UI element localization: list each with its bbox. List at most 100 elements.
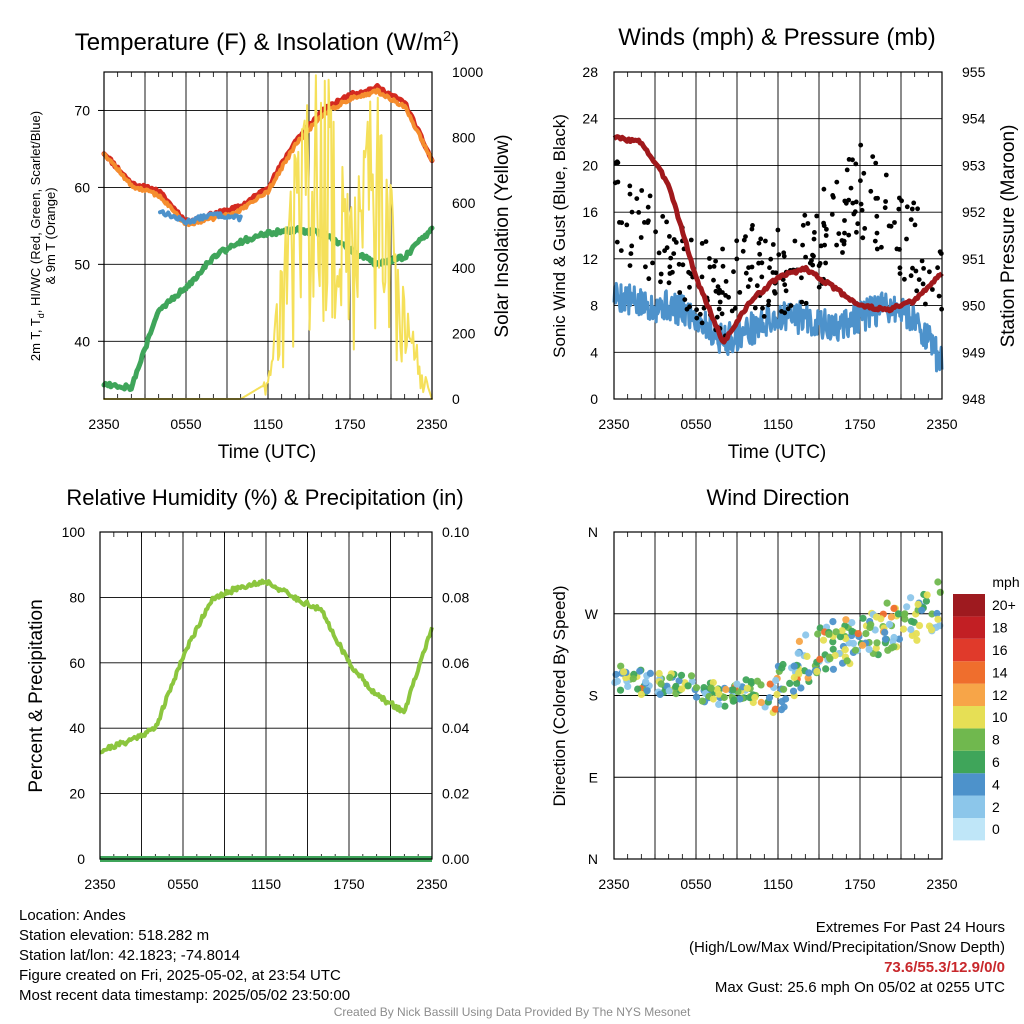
credit-line: Created By Nick Bassill Using Data Provi…	[333, 1005, 691, 1019]
wind-y-tick-label: 20	[582, 157, 598, 173]
temp-x-tick-label: 2350	[88, 416, 119, 432]
wind-gust-point	[802, 212, 808, 218]
wind-gust-point	[913, 268, 919, 274]
dir-point	[822, 665, 830, 673]
wind-y2-tick-label: 954	[962, 111, 986, 127]
wind-gust-point	[909, 206, 915, 212]
dir-point	[922, 597, 931, 605]
dir-title: Wind Direction	[706, 485, 849, 510]
dir-point	[895, 635, 904, 643]
dir-point	[831, 651, 839, 660]
wind-gust-point	[858, 201, 864, 207]
extremes-title: Extremes For Past 24 Hours	[815, 919, 1005, 936]
wind-y2-tick-label: 948	[962, 391, 986, 407]
rh-y-tick-label: 20	[69, 786, 85, 802]
dir-point	[814, 630, 822, 638]
dir-point	[797, 684, 805, 692]
recent-timestamp: Most recent data timestamp: 2025/05/02 2…	[19, 987, 351, 1004]
wind-y-tick-label: 4	[590, 344, 598, 360]
wind-gust-point	[916, 277, 922, 282]
dir-point	[657, 680, 665, 688]
legend-swatch	[953, 795, 985, 818]
dir-point	[819, 636, 828, 644]
legend-swatch	[953, 683, 985, 706]
dir-point	[721, 702, 729, 710]
wind-gust-point	[879, 244, 884, 250]
wind-gust-point	[634, 196, 640, 202]
wind-gust-point	[938, 251, 944, 256]
dir-point	[848, 627, 856, 636]
wind-gust-point	[842, 230, 847, 236]
wind-gust-point	[694, 307, 699, 313]
legend-label: 0	[992, 821, 1000, 837]
wind-y2-tick-label: 949	[962, 344, 986, 360]
dir-point	[772, 676, 780, 685]
rh-y-ticks: 0 20 40 60 80 100	[62, 524, 86, 867]
dir-point	[736, 695, 744, 703]
legend-swatch	[953, 818, 985, 841]
dir-point	[933, 609, 941, 618]
temp-plot-area	[101, 72, 435, 400]
legend-label: 18	[992, 620, 1008, 636]
dir-x-tick-label: 1150	[763, 876, 793, 892]
wind-x-ticks: 2350 0550 1150 1750 2350	[598, 416, 957, 432]
dir-point	[899, 625, 908, 633]
wind-gust-point	[776, 252, 782, 257]
wind-gust-point	[848, 185, 854, 191]
dir-point	[722, 685, 730, 694]
wind-gust-point	[805, 221, 811, 226]
wind-gust-point	[874, 246, 880, 252]
wind-gust-point	[883, 199, 888, 204]
dir-point	[885, 620, 894, 629]
rh-x-tick-label: 2350	[84, 876, 115, 892]
wind-y2-tick-label: 955	[962, 64, 986, 80]
wind-gust-point	[768, 256, 774, 262]
wind-gust-point	[667, 271, 673, 276]
wind-gust-point	[719, 311, 725, 317]
wind-gust-point	[822, 242, 827, 248]
wind-gust-point	[792, 238, 798, 244]
wind-gust-point	[860, 235, 866, 241]
wind-gust-point	[846, 232, 852, 238]
wind-gust-point	[816, 263, 822, 269]
wind-gust-point	[761, 314, 767, 319]
wind-y-tick-label: 24	[582, 111, 598, 127]
wind-gust-point	[614, 239, 620, 245]
wind-gust-point	[892, 220, 897, 225]
dir-point	[805, 669, 813, 677]
wind-gust-point	[899, 198, 904, 204]
dir-point	[803, 652, 811, 661]
wind-gust-point	[830, 193, 836, 198]
wind-gust-point	[811, 253, 816, 259]
wind-gust-point	[750, 223, 755, 228]
temp-x-tick-label: 2350	[416, 416, 447, 432]
wind-gust-point	[656, 250, 662, 256]
dir-point	[665, 687, 673, 695]
dir-point	[793, 679, 801, 687]
wind-gust-point	[853, 161, 859, 167]
wind-gust-point	[747, 277, 753, 282]
legend-label: 8	[992, 732, 1000, 748]
wind-gust-point	[716, 306, 722, 312]
extremes-subtitle: (High/Low/Max Wind/Precipitation/Snow De…	[689, 939, 1005, 956]
dir-point	[636, 667, 644, 675]
station-elevation: Station elevation: 518.282 m	[19, 927, 210, 944]
dir-point	[907, 594, 915, 602]
wind-gust-point	[726, 294, 731, 300]
wind-gust-point	[829, 212, 835, 217]
dir-point	[637, 690, 646, 699]
dir-point	[675, 677, 683, 685]
rh-y2-tick-label: 0.00	[442, 851, 469, 867]
wind-gust-point	[766, 298, 772, 304]
rh-x-tick-label: 1150	[251, 876, 281, 892]
wind-gust-point	[840, 250, 845, 255]
temp-ylabel-right: Solar Insolation (Yellow)	[492, 134, 513, 337]
rh-y-tick-label: 100	[62, 524, 86, 540]
temp-y-tick-label: 50	[74, 256, 90, 272]
wind-frame	[613, 71, 943, 400]
dir-point	[842, 616, 850, 624]
wind-gust-point	[660, 214, 666, 219]
wind-gust-point	[703, 239, 709, 245]
wind-gust-point	[667, 264, 673, 270]
dir-point	[713, 686, 721, 694]
